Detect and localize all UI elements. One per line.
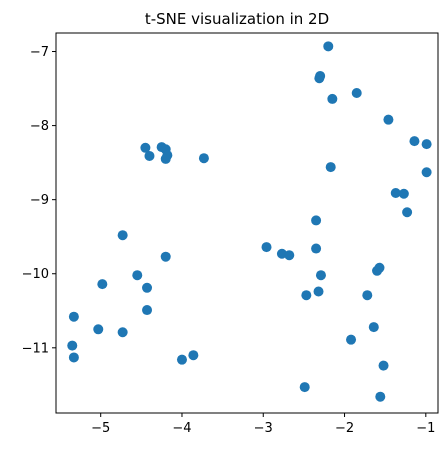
x-tick-label: −2 [335,421,354,436]
scatter-point [311,243,322,254]
scatter-point [409,136,420,147]
scatter-point [325,162,336,173]
scatter-point [176,354,187,365]
scatter-point [314,73,325,84]
scatter-point [375,391,386,402]
axis-ticks: −5 −4 −3 −2 −1 −7 −8 −9 −10 −11 [22,45,436,436]
scatter-point [398,188,409,199]
y-tick-label: −11 [22,341,49,356]
scatter-point [383,114,394,125]
scatter-point [198,153,209,164]
x-tick-label: −4 [172,421,191,436]
x-tick-label: −5 [91,421,110,436]
scatter-point [368,322,379,333]
scatter-point [346,334,357,345]
x-tick-label: −3 [254,421,273,436]
y-tick-label: −8 [30,119,49,134]
scatter-point [188,350,199,361]
scatter-point [421,167,432,178]
scatter-point [117,230,128,241]
scatter-point [311,215,322,226]
scatter-point [144,150,155,161]
scatter-point [132,270,143,281]
scatter-point [142,282,153,293]
scatter-point [301,290,312,301]
scatter-point [97,279,108,290]
scatter-point [261,242,272,253]
scatter-point [68,352,79,363]
scatter-point [117,327,128,338]
scatter-point [142,305,153,316]
scatter-point [323,41,334,52]
scatter-point [93,324,104,335]
x-tick-label: −1 [416,421,435,436]
scatter-point [421,139,432,150]
scatter-point [68,311,79,322]
scatter-point [351,88,362,98]
scatter-point [67,340,78,351]
scatter-point [160,251,171,262]
y-tick-label: −10 [22,267,49,282]
scatter-point [160,153,171,164]
scatter-point [402,207,413,218]
scatter-point [362,290,373,301]
chart-title: t-SNE visualization in 2D [145,10,329,28]
scatter-point [378,360,389,371]
scatter-point [140,142,151,153]
scatter-point [299,382,310,393]
scatter-point [390,188,401,198]
scatter-point [372,265,383,276]
y-tick-label: −7 [30,45,49,60]
scatter-point [327,93,338,104]
scatter-point [313,286,324,297]
plot-area [67,41,432,402]
scatter-point [315,270,326,281]
y-tick-label: −9 [30,193,49,208]
scatter-point [284,250,295,261]
axes-frame [55,32,439,414]
